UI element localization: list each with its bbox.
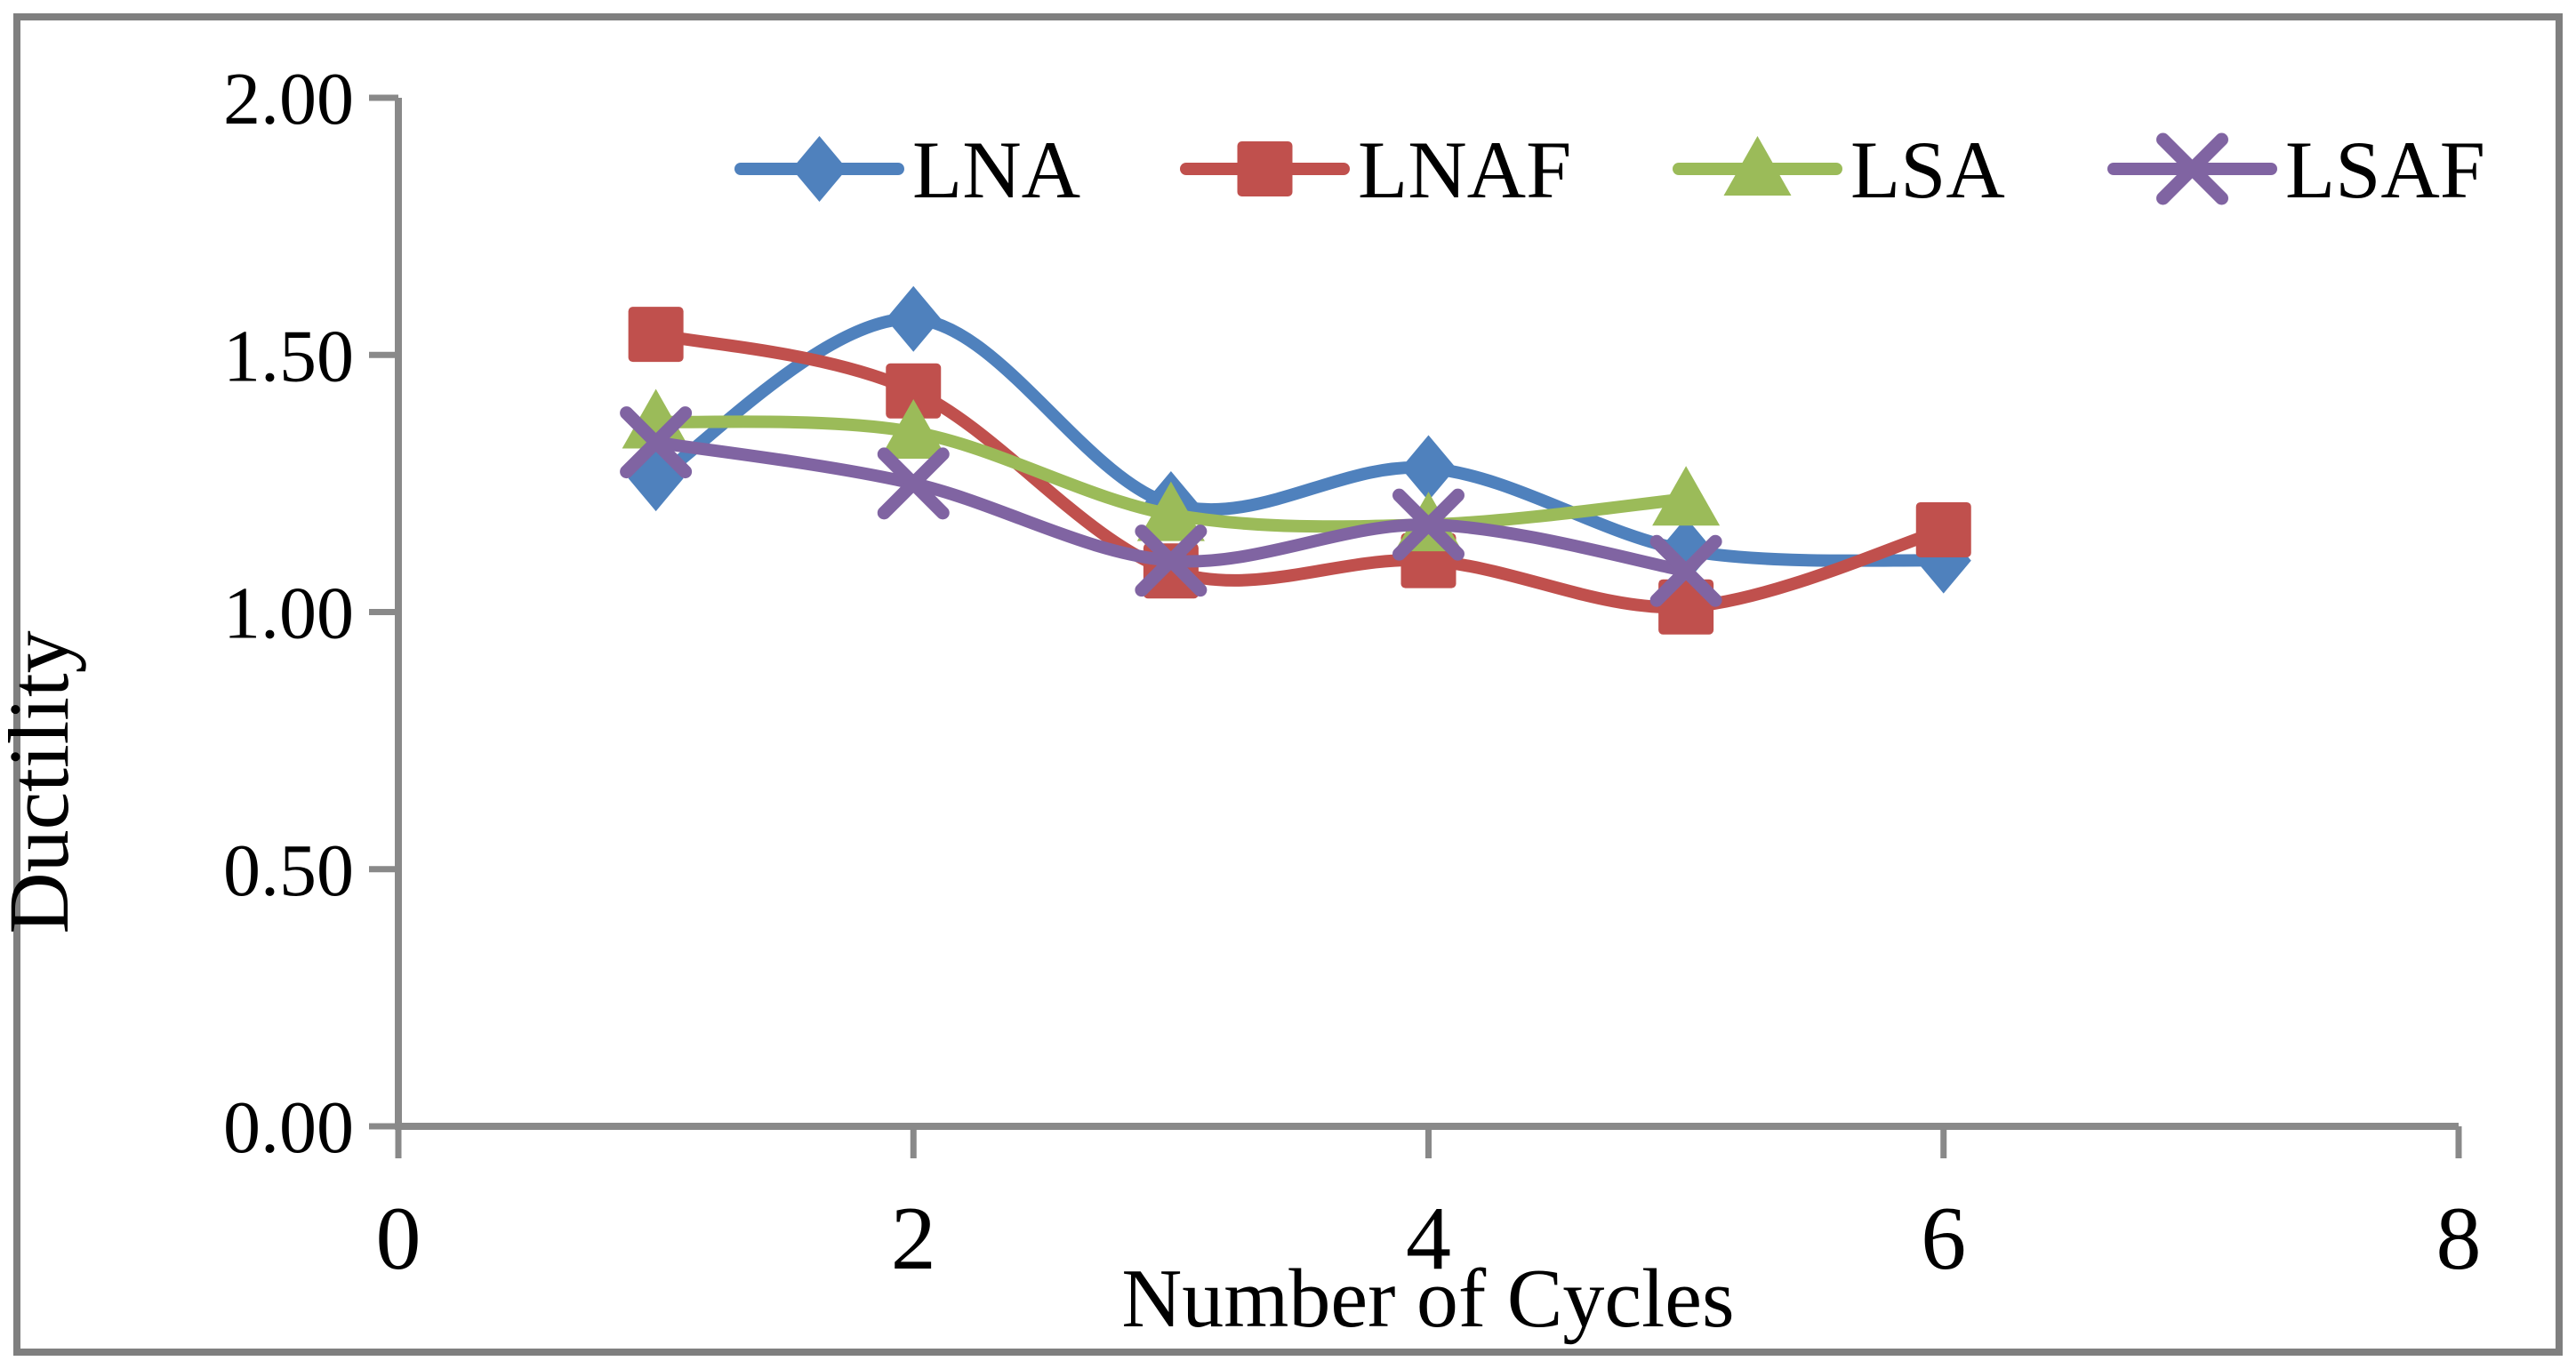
data-point-LNA-x2 — [886, 285, 942, 352]
data-point-LSAF-x3 — [1135, 524, 1208, 597]
legend-marker-triangle — [1723, 136, 1792, 196]
data-point-LSAF-x5 — [1649, 534, 1722, 607]
data-point-LNA-x4 — [1400, 435, 1457, 501]
axes: 0.00 0.50 1.00 1.50 2.00 0 2 4 6 8 — [223, 58, 2482, 1289]
legend-marker-square — [1237, 141, 1293, 196]
y-tick-label: 2.00 — [223, 58, 354, 140]
x-tick-label: 0 — [376, 1189, 421, 1289]
legend-item-LSA: LSA — [1673, 124, 2005, 215]
legend-marker-diamond — [791, 136, 847, 202]
series-group — [620, 285, 1971, 635]
data-point-LSAF-x4 — [1392, 488, 1465, 561]
series-LSA — [622, 388, 1721, 552]
y-tick-label: 1.00 — [223, 572, 354, 655]
legend-label-LNAF: LNAF — [1358, 124, 1571, 215]
data-point-LSA-x2 — [879, 399, 948, 460]
legend-item-LSAF: LSAF — [2107, 124, 2485, 215]
y-tick-label: 0.50 — [223, 829, 354, 912]
y-tick-label: 1.50 — [223, 315, 354, 397]
y-tick-label: 0.00 — [223, 1086, 354, 1169]
legend-label-LSAF: LSAF — [2285, 124, 2485, 215]
y-axis-title: Ductility — [0, 630, 86, 933]
data-point-LNAF-x1 — [628, 307, 684, 363]
legend-marker-x — [2156, 132, 2228, 205]
x-tick-label: 4 — [1406, 1189, 1451, 1289]
legend-label-LSA: LSA — [1850, 124, 2005, 215]
data-point-LNAF-x6 — [1915, 501, 1971, 557]
x-tick-label: 2 — [891, 1189, 936, 1289]
x-tick-label: 6 — [1921, 1189, 1966, 1289]
data-point-LSAF-x1 — [620, 406, 693, 479]
legend-label-LNA: LNA — [912, 124, 1080, 215]
data-point-LSAF-x2 — [877, 447, 950, 520]
data-point-LSA-x5 — [1652, 466, 1721, 526]
x-tick-label: 8 — [2436, 1189, 2482, 1289]
series-LSAF — [620, 406, 1722, 607]
legend: LNA LNAF LSA LSAF — [734, 124, 2485, 215]
data-point-LNAF-x2 — [886, 363, 942, 419]
x-axis-title: Number of Cycles — [1121, 1253, 1734, 1345]
data-point-LSA-x3 — [1136, 481, 1205, 541]
legend-item-LNAF: LNAF — [1180, 124, 1571, 215]
legend-item-LNA: LNA — [734, 124, 1080, 215]
figure-border — [13, 13, 2563, 1356]
